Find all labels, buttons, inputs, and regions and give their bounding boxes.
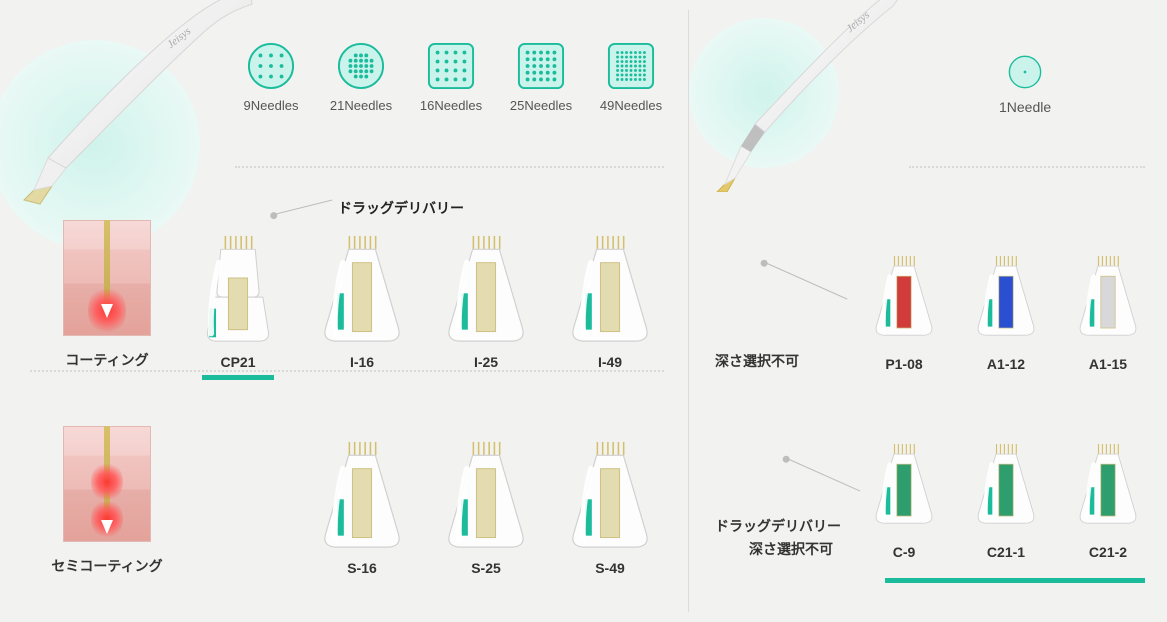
tip-image [314,234,410,344]
tip-name: C-9 [893,544,916,560]
needle-icon-9: 9Needles [235,42,307,113]
label-drug-depth: ドラッグデリバリー 深さ選択不可 [715,515,867,560]
handpiece-single: Jeisys [705,0,905,192]
separator-2 [30,370,664,372]
tip-name: A1-15 [1089,356,1127,372]
skin-illustration-coating [63,220,151,336]
needle-icon-label: 25Needles [510,98,572,113]
tip-name: P1-08 [885,356,922,372]
tip-name: C21-1 [987,544,1025,560]
needle-icon-21: 21Needles [325,42,397,113]
highlight-bar-right [885,578,1145,583]
needle-icon-49: 49Needles [595,42,667,113]
tip-i-25: I-25 [432,234,540,370]
label-col-2: ドラッグデリバリー 深さ選択不可 [715,495,867,560]
tip-image [1072,246,1144,346]
row-drug-depth: ドラッグデリバリー 深さ選択不可 C-9 C21-1 C21-2 [715,400,1145,560]
needle-icon-single: 1Needle [999,55,1051,115]
needle-icon-label: 16Needles [420,98,482,113]
tip-image [1072,434,1144,534]
callout-drug-text: ドラッグデリバリー [338,200,464,216]
label-col-1: 深さ選択不可 [715,330,867,372]
tip-c-9: C-9 [867,434,941,560]
tip-s-49: S-49 [556,440,664,576]
tip-c21-2: C21-2 [1071,434,1145,560]
tips-right-row1: P1-08 A1-12 A1-15 [867,246,1145,372]
label-semicoating: セミコーティング [51,556,162,576]
separator-1 [235,166,664,168]
handpiece-multi: Jeisys [0,0,254,210]
tip-name: I-25 [474,354,498,370]
tip-name: CP21 [220,354,255,370]
label-dd-line2: 深さ選択不可 [715,538,867,560]
needle-icon-row: 9Needles 21Needles 16Needles 25Needles 49Nee… [235,42,667,113]
tip-p1-08: P1-08 [867,246,941,372]
tip-s-25: S-25 [432,440,540,576]
needle-icon-label: 9Needles [244,98,299,113]
tip-image [868,434,940,534]
row-depth-fixed: 深さ選択不可 P1-08 A1-12 A1-15 [715,212,1145,372]
tip-image [970,434,1042,534]
tip-name: I-49 [598,354,622,370]
tip-image [438,234,534,344]
tip-image [314,440,410,550]
needle-icon-label: 49Needles [600,98,662,113]
callout-drug-delivery: ドラッグデリバリー [338,198,464,218]
tip-name: C21-2 [1089,544,1127,560]
connector-line-2 [787,458,860,491]
tip-a1-15: A1-15 [1071,246,1145,372]
tip-cp21: CP21 [184,234,292,370]
tip-image [868,246,940,346]
tip-image [970,246,1042,346]
tip-name: I-16 [350,354,374,370]
tip-a1-12: A1-12 [969,246,1043,372]
separator-right [909,166,1145,168]
skin-col-semicoating: セミコーティング [30,426,184,576]
row-semicoating: セミコーティング S-16 S-25 S-49 [30,386,664,576]
tip-name: A1-12 [987,356,1025,372]
skin-col-coating: コーティング [30,220,184,370]
tip-name: S-25 [471,560,501,576]
tip-c21-1: C21-1 [969,434,1043,560]
tip-i-49: I-49 [556,234,664,370]
right-column: Jeisys 1Needle 深さ選択不可 P1-08 A1-12 A1-15 ドラ… [689,0,1167,622]
tip-s-16: S-16 [308,440,416,576]
tips-row-semicoating: S-16 S-25 S-49 [184,440,664,576]
tip-i-16: I-16 [308,234,416,370]
tip-image [438,440,534,550]
needle-icon-label: 1Needle [999,99,1051,115]
tip-name: S-49 [595,560,625,576]
connector-line-1 [765,262,848,300]
tip-image [562,234,658,344]
needle-icon-16: 16Needles [415,42,487,113]
left-column: Jeisys 9Needles 21Needles 16Needles 25Needl… [0,0,688,622]
tip-image [190,234,286,344]
needle-icon-25: 25Needles [505,42,577,113]
skin-illustration-semicoating [63,426,151,542]
tips-row-coating: CP21 I-16 I-25 I-49 [184,234,664,370]
tips-right-row2: C-9 C21-1 C21-2 [867,434,1145,560]
needle-icon-label: 21Needles [330,98,392,113]
label-depth-fixed: 深さ選択不可 [715,350,867,372]
tip-image [562,440,658,550]
page: Jeisys 9Needles 21Needles 16Needles 25Needl… [0,0,1167,622]
label-coating: コーティング [65,350,148,370]
label-dd-line1: ドラッグデリバリー [715,518,841,534]
tip-name: S-16 [347,560,377,576]
